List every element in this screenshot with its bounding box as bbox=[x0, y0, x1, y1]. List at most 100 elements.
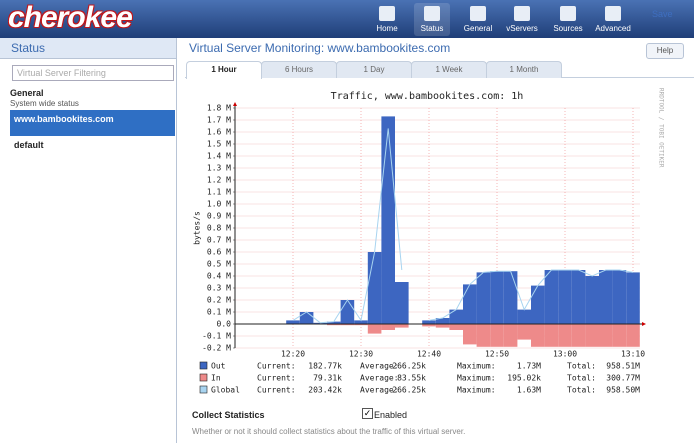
area-step bbox=[558, 324, 572, 347]
sidebar-item-sub: System wide status bbox=[10, 99, 79, 108]
tab[interactable]: 1 Day bbox=[336, 61, 412, 78]
area-step bbox=[299, 312, 314, 324]
checkbox[interactable]: ✓ bbox=[362, 408, 373, 419]
stat-value: 958.50M bbox=[606, 386, 640, 395]
y-tick-label: 1.0 M bbox=[207, 200, 231, 209]
y-tick-label: -0.2 M bbox=[202, 344, 231, 353]
tab[interactable]: 1 Hour bbox=[186, 61, 262, 79]
x-tick-label: 12:30 bbox=[349, 350, 373, 359]
stat-label: Total: bbox=[567, 386, 596, 395]
nav-icon[interactable] bbox=[379, 6, 395, 21]
line bbox=[292, 128, 403, 324]
legend-swatch bbox=[199, 385, 208, 394]
y-tick-label: 0.8 M bbox=[207, 224, 231, 233]
save-button[interactable]: Save bbox=[652, 9, 673, 19]
area-step bbox=[422, 320, 436, 324]
sidebar-title: Status bbox=[11, 41, 46, 55]
stat-label: Maximum: bbox=[457, 374, 496, 383]
area-step bbox=[449, 309, 463, 324]
x-tick-label: 12:40 bbox=[417, 350, 441, 359]
area-step bbox=[544, 270, 559, 324]
area-step bbox=[381, 324, 395, 330]
nav-item[interactable]: Sources bbox=[553, 24, 583, 33]
stat-value: 79.31k bbox=[313, 374, 342, 383]
stat-label: Current: bbox=[257, 374, 296, 383]
area-step bbox=[626, 272, 640, 324]
nav-item[interactable]: Home bbox=[376, 24, 398, 33]
nav-icon[interactable] bbox=[514, 6, 530, 21]
area-step bbox=[599, 324, 613, 347]
area-step bbox=[599, 270, 613, 324]
nav-icon[interactable] bbox=[560, 6, 576, 21]
stat-value: 266.25k bbox=[392, 362, 426, 371]
nav-item[interactable]: Status bbox=[420, 24, 444, 33]
area-step bbox=[476, 324, 491, 347]
y-tick-label: 1.7 M bbox=[207, 116, 231, 125]
area-step bbox=[395, 282, 409, 324]
y-tick-label: -0.1 M bbox=[202, 332, 231, 341]
nav-item[interactable]: vServers bbox=[506, 24, 538, 33]
tab[interactable]: 1 Week bbox=[411, 61, 487, 78]
selected-item-bg bbox=[10, 110, 175, 136]
area-step bbox=[585, 324, 599, 347]
x-tick-label: 12:50 bbox=[485, 350, 509, 359]
sidebar-item[interactable]: www.bambookites.com bbox=[14, 114, 114, 124]
x-tick-label: 12:20 bbox=[281, 350, 305, 359]
nav-item[interactable]: General bbox=[463, 24, 493, 33]
y-tick-label: 0.6 M bbox=[207, 248, 231, 257]
help-button[interactable]: Help bbox=[646, 43, 684, 59]
y-tick-label: 0.1 M bbox=[207, 308, 231, 317]
x-tick-label: 13:00 bbox=[553, 350, 577, 359]
y-tick-label: 0.4 M bbox=[207, 272, 231, 281]
nav-icon[interactable] bbox=[470, 6, 486, 21]
y-tick-label: 1.1 M bbox=[207, 188, 231, 197]
nav-icon[interactable] bbox=[605, 6, 621, 21]
y-tick-label: 1.6 M bbox=[207, 128, 231, 137]
area-step bbox=[571, 324, 586, 347]
axis-arrow bbox=[642, 322, 646, 326]
stat-label: Current: bbox=[257, 362, 296, 371]
y-axis-label: bytes/s bbox=[193, 211, 202, 245]
legend-label: In bbox=[211, 374, 221, 383]
sidebar-item[interactable]: General bbox=[10, 88, 44, 98]
tab[interactable]: 1 Month bbox=[486, 61, 562, 78]
area-step bbox=[367, 324, 382, 334]
legend-label: Out bbox=[211, 362, 226, 371]
area-step bbox=[313, 322, 327, 324]
area-step bbox=[463, 324, 477, 345]
legend-swatch bbox=[199, 373, 208, 382]
checkbox-label[interactable]: Enabled bbox=[374, 410, 408, 420]
settings-description: Whether or not it should collect statist… bbox=[192, 427, 466, 436]
area-step bbox=[531, 285, 545, 324]
x-tick-label: 13:10 bbox=[621, 350, 645, 359]
area-step bbox=[571, 270, 586, 324]
y-tick-label: 1.2 M bbox=[207, 176, 231, 185]
area-step bbox=[463, 284, 477, 324]
stat-value: 182.77k bbox=[308, 362, 342, 371]
legend-swatch bbox=[199, 361, 208, 370]
area-step bbox=[517, 309, 531, 324]
stat-value: 1.73M bbox=[517, 362, 541, 371]
area-step bbox=[585, 276, 599, 324]
stat-label: Current: bbox=[257, 386, 296, 395]
nav-icon[interactable] bbox=[424, 6, 440, 21]
y-tick-label: 0.5 M bbox=[207, 260, 231, 269]
nav-item[interactable]: Advanced bbox=[595, 24, 631, 33]
stat-label: Maximum: bbox=[457, 362, 496, 371]
filter-input[interactable]: Virtual Server Filtering bbox=[12, 65, 174, 81]
logo[interactable]: cherokee bbox=[8, 1, 133, 34]
area-step bbox=[503, 271, 518, 324]
stat-label: Total: bbox=[567, 362, 596, 371]
area-step bbox=[612, 270, 627, 324]
area-step bbox=[422, 324, 436, 327]
sidebar-item[interactable]: default bbox=[14, 140, 44, 150]
area-step bbox=[558, 270, 572, 324]
area-step bbox=[476, 272, 491, 324]
area-step bbox=[435, 324, 450, 328]
area-step bbox=[531, 324, 545, 347]
tab[interactable]: 6 Hours bbox=[261, 61, 337, 78]
header bbox=[0, 0, 694, 38]
area-step bbox=[503, 324, 518, 347]
y-tick-label: 1.8 M bbox=[207, 104, 231, 113]
